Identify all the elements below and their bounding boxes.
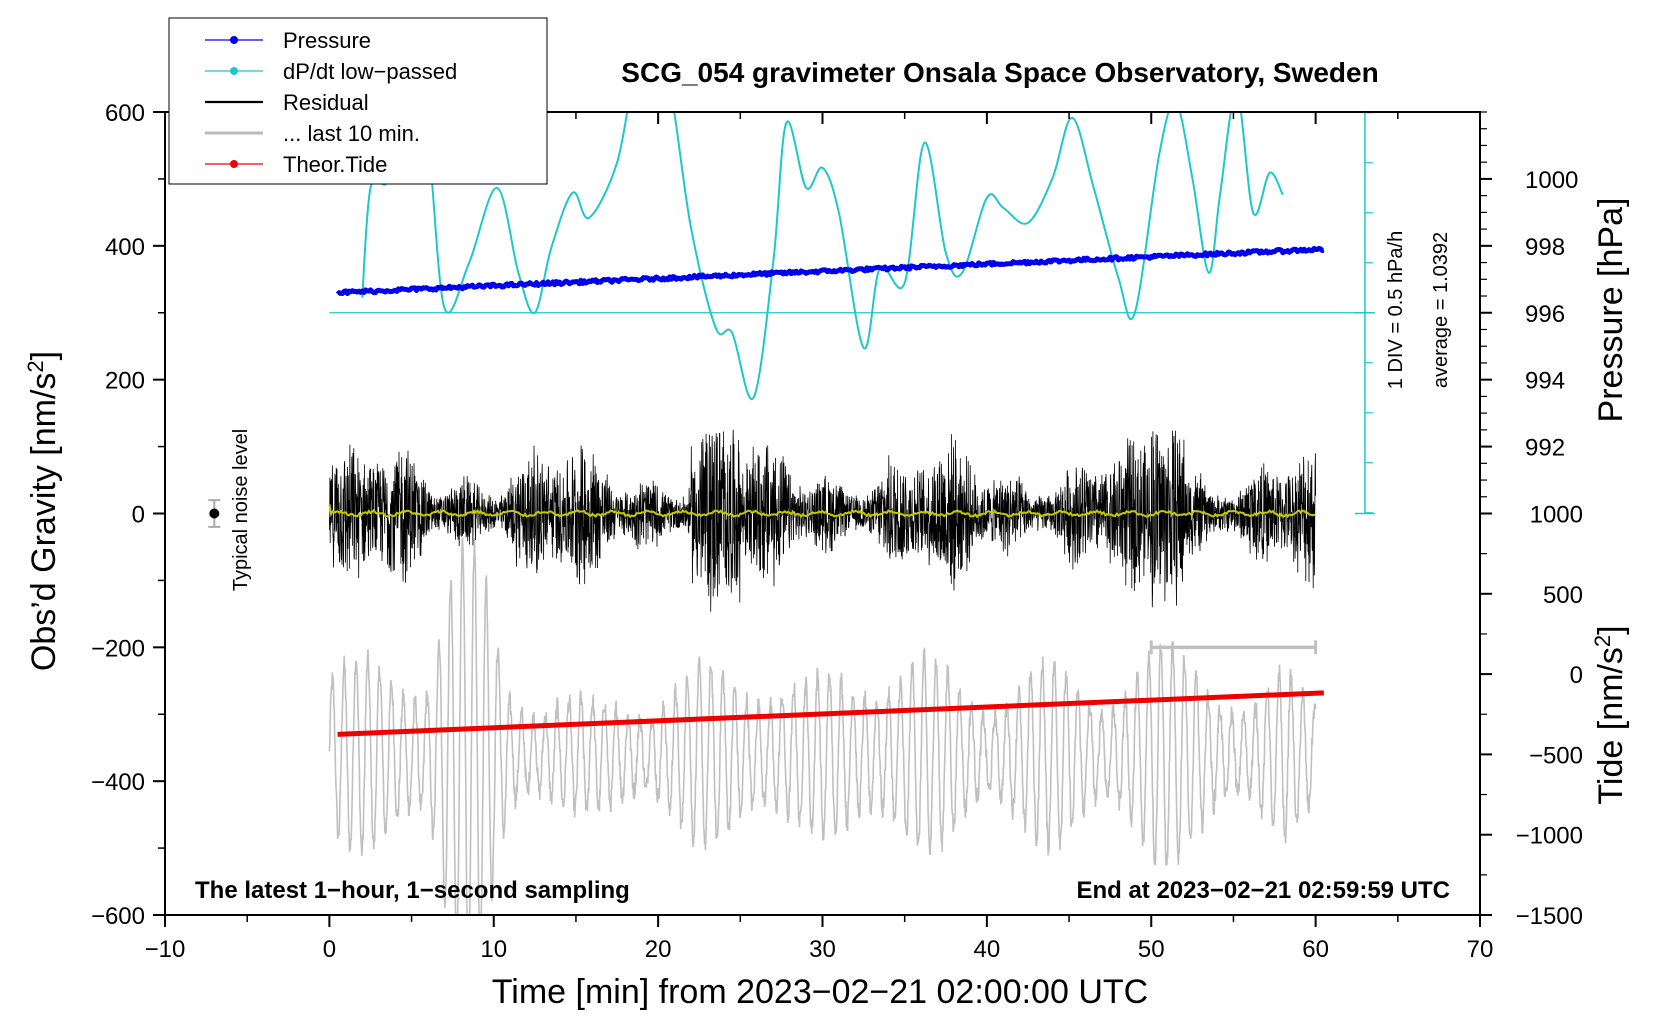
- y-tick-label: 200: [105, 368, 145, 395]
- plot-area: [328, 112, 1365, 915]
- y-tick-label: −400: [91, 769, 145, 796]
- x-tick-label: 40: [974, 936, 1001, 963]
- series-last-10-min-line: [328, 537, 1317, 915]
- x-tick-label: 70: [1467, 936, 1494, 963]
- svg-text:dP/dt low−passed: dP/dt low−passed: [283, 59, 457, 84]
- series-residual-smoothed-line: [328, 504, 1316, 519]
- svg-text:Theor.Tide: Theor.Tide: [283, 152, 387, 177]
- tide-tick-label: 500: [1543, 582, 1583, 609]
- legend-marker-dpdt: [230, 67, 238, 75]
- pressure-tick-label: 998: [1525, 234, 1565, 261]
- y-tick-label: 0: [132, 502, 145, 529]
- y-tick-label: −600: [91, 903, 145, 930]
- axes-layer: −10 0 10 20 30 40 50 60 70 600 400 200 0 −200 −400 −600…: [91, 100, 1583, 963]
- legend-item-dpdt: dP/dt low−passed: [205, 59, 457, 84]
- tide-tick-label: −500: [1529, 742, 1583, 769]
- y-axis-title-tide: Tide [nm/s2]: [1590, 625, 1630, 804]
- x-tick-label: 50: [1138, 936, 1165, 963]
- series-tide-line: [337, 690, 1324, 737]
- y-tick-label: −200: [91, 635, 145, 662]
- x-axis-title: Time [min] from 2023−02−21 02:00:00 UTC: [492, 973, 1148, 1011]
- pressure-tick-label: 996: [1525, 301, 1565, 328]
- dpdt-average-label: average = 1.0392: [1430, 232, 1452, 388]
- noise-point: [209, 508, 220, 519]
- pressure-tick-label: 992: [1525, 435, 1565, 462]
- legend-marker-pressure: [230, 36, 238, 44]
- x-tick-label: 60: [1302, 936, 1329, 963]
- tide-tick-label: −1500: [1516, 903, 1583, 930]
- legend-item-tide: Theor.Tide: [205, 152, 387, 177]
- legend: Pressure dP/dt low−passed Residual ... l…: [168, 17, 548, 185]
- y-axis-title-left: Obs’d Gravity [nm/s2]: [23, 351, 63, 671]
- legend-item-residual: Residual: [205, 90, 369, 115]
- svg-text:... last 10 min.: ... last 10 min.: [283, 121, 420, 146]
- x-tick-label: 20: [645, 936, 672, 963]
- legend-item-pressure: Pressure: [205, 28, 371, 53]
- x-tick-label: −10: [145, 936, 186, 963]
- x-tick-label: 10: [480, 936, 507, 963]
- svg-text:Residual: Residual: [283, 90, 369, 115]
- y-axis-title-pressure: Pressure [hPa]: [1592, 198, 1630, 423]
- series-dpdt-line: [361, 112, 1284, 401]
- legend-marker-tide: [230, 160, 238, 168]
- y-tick-label: 600: [105, 100, 145, 127]
- legend-item-last10: ... last 10 min.: [205, 121, 420, 146]
- series-residual-line: [329, 429, 1316, 612]
- pressure-tick-label: 994: [1525, 368, 1565, 395]
- data-layer: [208, 112, 1375, 915]
- tide-tick-label: −1000: [1516, 823, 1583, 850]
- tide-tick-label: 0: [1570, 662, 1583, 689]
- svg-text:Pressure: Pressure: [283, 28, 371, 53]
- x-tick-label: 0: [323, 936, 336, 963]
- chart-title: SCG_054 gravimeter Onsala Space Observat…: [621, 57, 1378, 88]
- tide-tick-label: 1000: [1530, 502, 1583, 529]
- noise-level-label: Typical noise level: [230, 429, 252, 591]
- bottom-left-note: The latest 1−hour, 1−second sampling: [195, 877, 630, 904]
- x-tick-label: 30: [809, 936, 836, 963]
- series-pressure-line: [335, 245, 1325, 297]
- dpdt-div-label: 1 DIV = 0.5 hPa/h: [1385, 231, 1407, 389]
- y-tick-label: 400: [105, 234, 145, 261]
- pressure-tick-label: 1000: [1525, 167, 1578, 194]
- bottom-right-note: End at 2023−02−21 02:59:59 UTC: [1076, 877, 1450, 904]
